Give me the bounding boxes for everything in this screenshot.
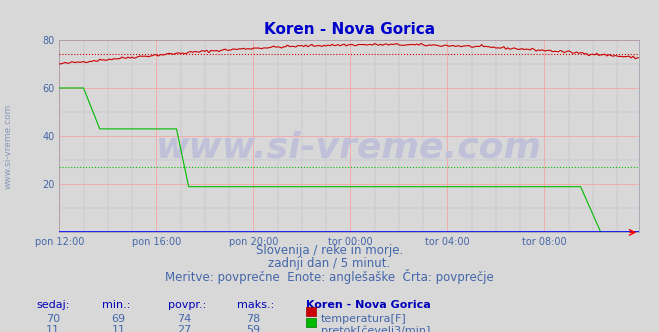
Text: temperatura[F]: temperatura[F] bbox=[321, 314, 407, 324]
Text: pretok[čevelj3/min]: pretok[čevelj3/min] bbox=[321, 325, 430, 332]
Text: sedaj:: sedaj: bbox=[36, 300, 70, 310]
Text: min.:: min.: bbox=[102, 300, 130, 310]
Text: 27: 27 bbox=[177, 325, 192, 332]
Text: zadnji dan / 5 minut.: zadnji dan / 5 minut. bbox=[268, 257, 391, 270]
Text: www.si-vreme.com: www.si-vreme.com bbox=[156, 131, 542, 165]
Text: maks.:: maks.: bbox=[237, 300, 275, 310]
Text: 11: 11 bbox=[111, 325, 126, 332]
Text: 69: 69 bbox=[111, 314, 126, 324]
Text: 70: 70 bbox=[45, 314, 60, 324]
Text: 11: 11 bbox=[45, 325, 60, 332]
Text: povpr.:: povpr.: bbox=[168, 300, 206, 310]
Text: 59: 59 bbox=[246, 325, 261, 332]
Text: Koren - Nova Gorica: Koren - Nova Gorica bbox=[306, 300, 431, 310]
Text: Meritve: povprečne  Enote: anglešaške  Črta: povprečje: Meritve: povprečne Enote: anglešaške Črt… bbox=[165, 269, 494, 284]
Text: 78: 78 bbox=[246, 314, 261, 324]
Text: www.si-vreme.com: www.si-vreme.com bbox=[4, 103, 13, 189]
Text: 74: 74 bbox=[177, 314, 192, 324]
Title: Koren - Nova Gorica: Koren - Nova Gorica bbox=[264, 22, 435, 37]
Text: Slovenija / reke in morje.: Slovenija / reke in morje. bbox=[256, 244, 403, 257]
